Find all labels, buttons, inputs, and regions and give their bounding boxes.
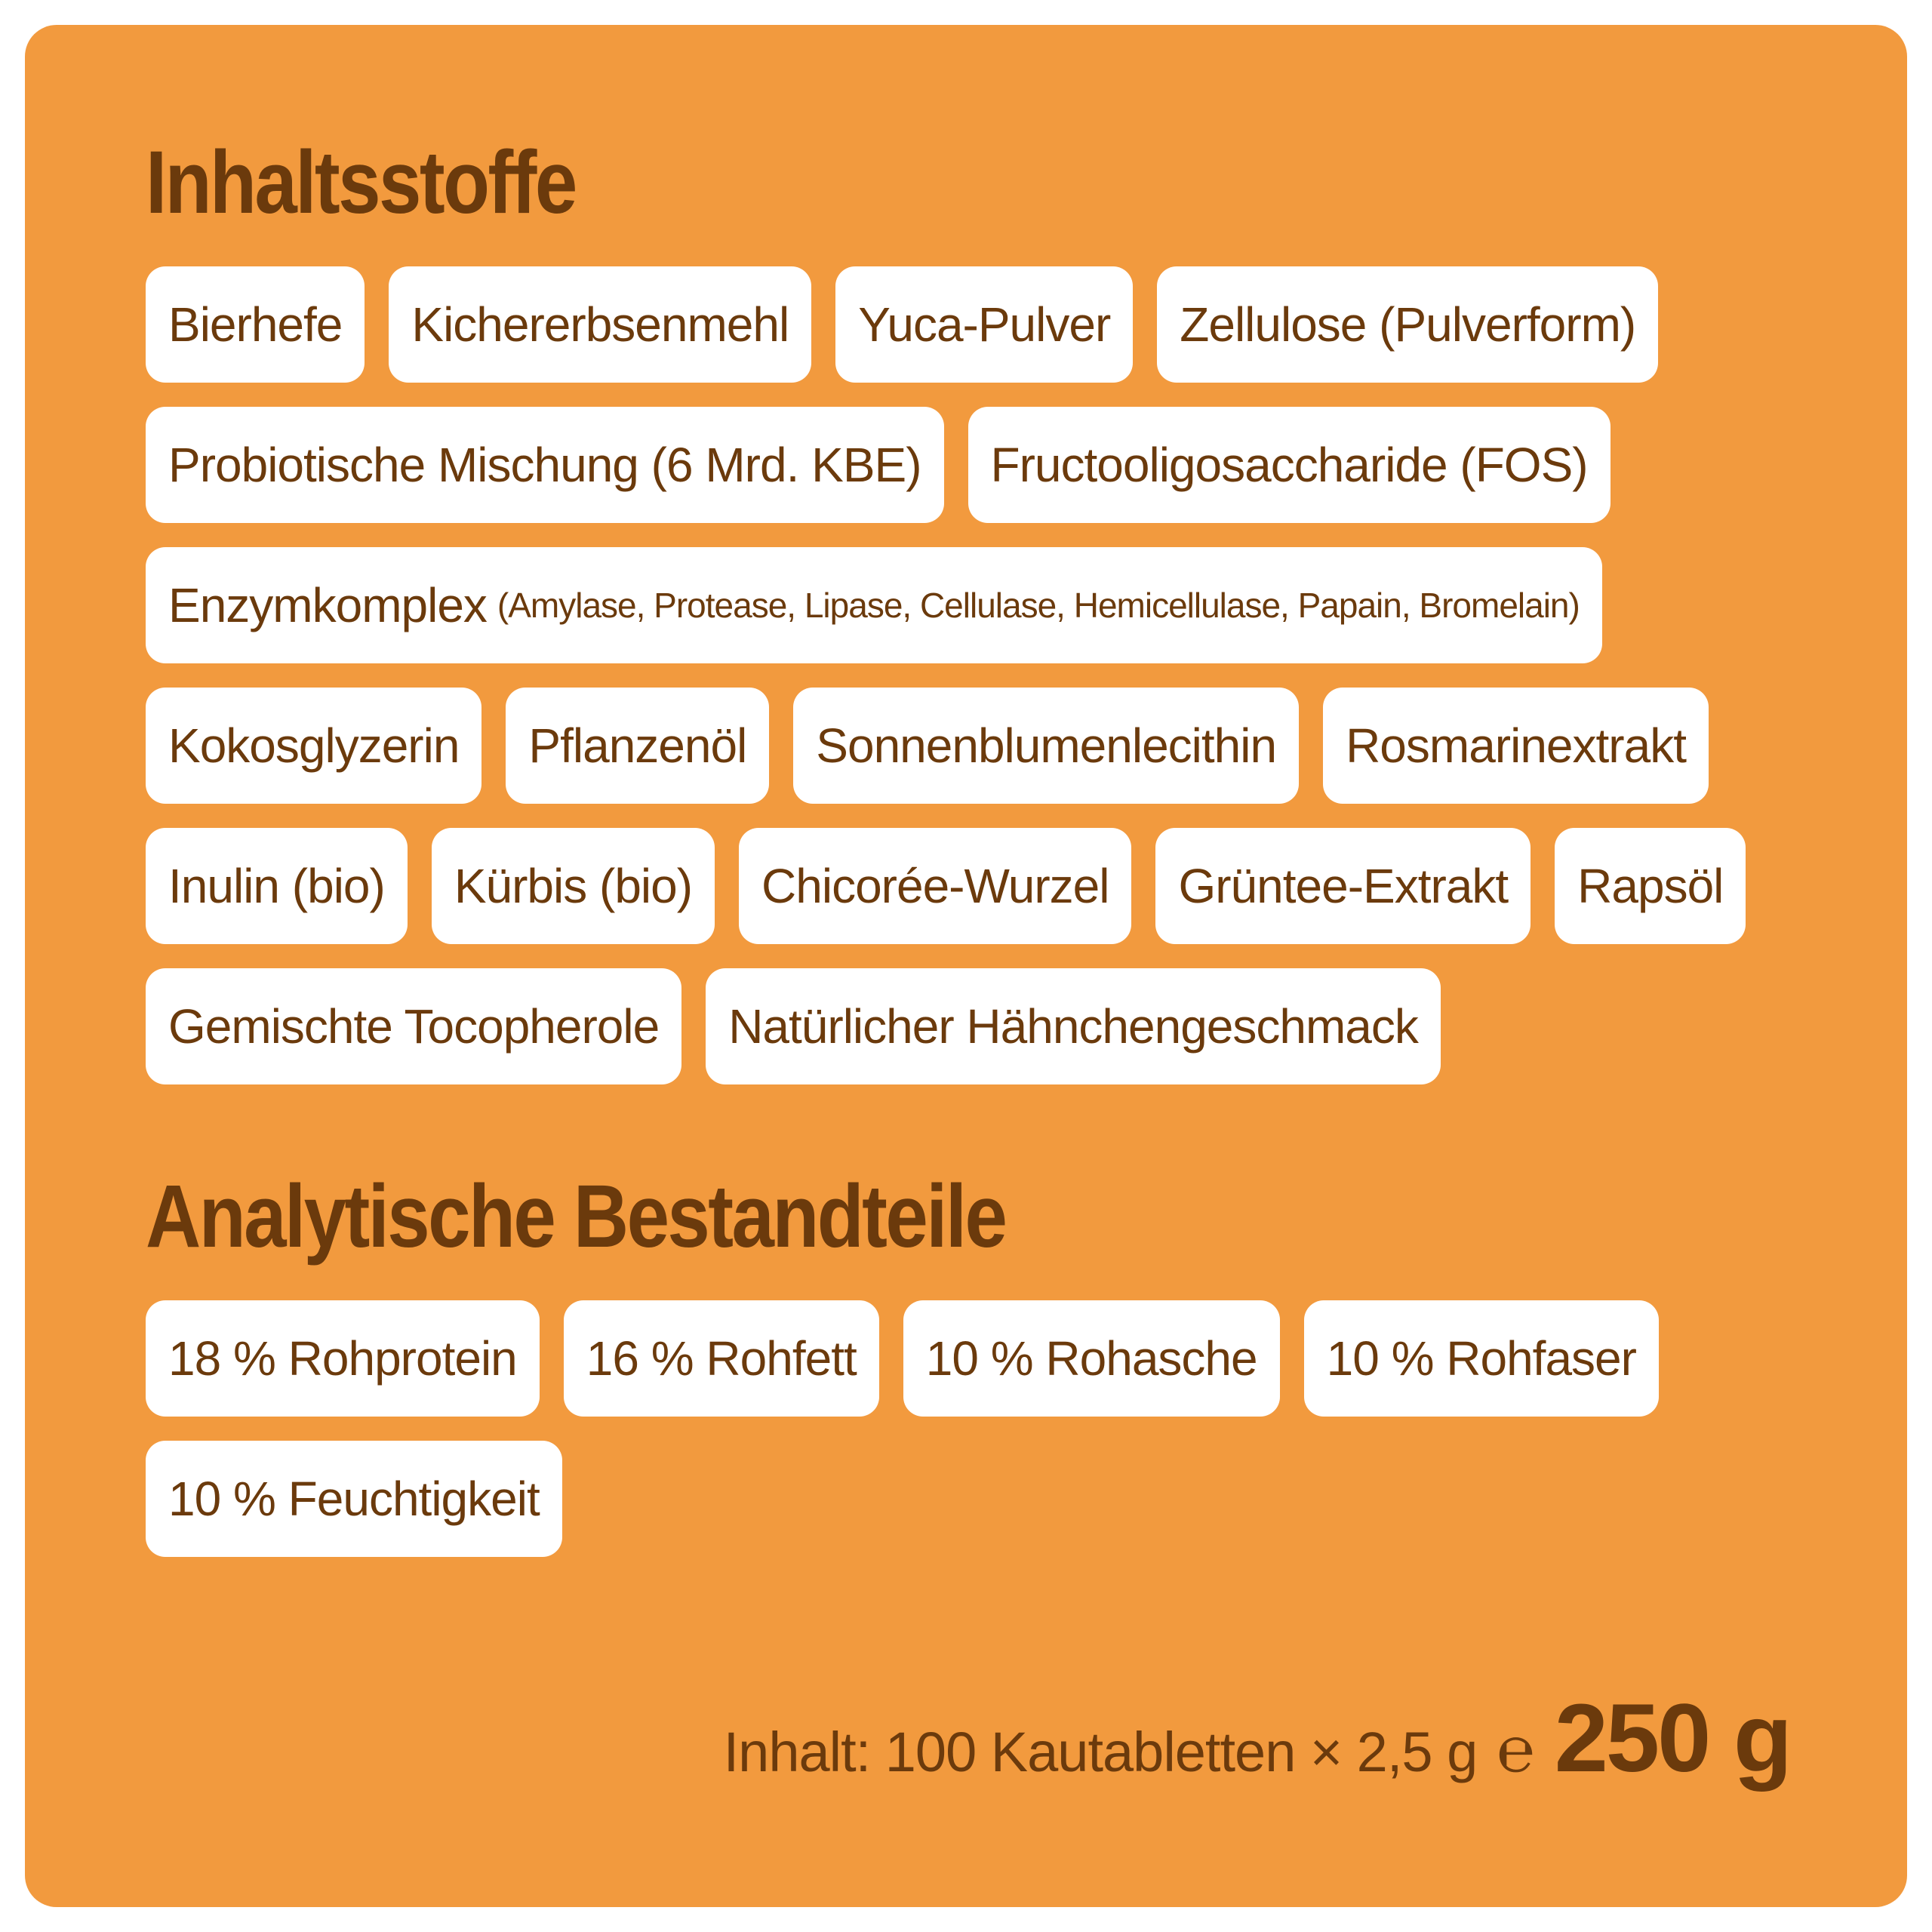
ingredient-label: Natürlicher Hähnchengeschmack: [728, 999, 1419, 1054]
ingredient-label: Gemischte Tocopherole: [168, 999, 660, 1054]
ingredient-chip: Kürbis (bio): [431, 828, 715, 944]
ingredient-chip: Probiotische Mischung (6 Mrd. KBE): [146, 407, 944, 523]
ingredients-card: Inhaltsstoffe Bierhefe Kichererbsenmehl Yu…: [25, 25, 1907, 1907]
ingredient-chip: Fructooligosaccharide (FOS): [968, 407, 1611, 523]
ingredient-chip: Sonnenblumenlecithin: [793, 688, 1300, 804]
analytic-chip: 18 % Rohprotein: [146, 1300, 540, 1417]
analytic-label: 18 % Rohprotein: [168, 1331, 518, 1386]
ingredient-label: Bierhefe: [168, 297, 343, 352]
analytic-list: 18 % Rohprotein 16 % Rohfett 10 % Rohasche…: [146, 1300, 1881, 1557]
ingredient-detail: (Amylase, Protease, Lipase, Cellulase, H…: [497, 586, 1580, 625]
ingredients-heading: Inhaltsstoffe: [146, 133, 577, 232]
analytic-label: 10 % Rohasche: [925, 1331, 1258, 1386]
analytic-label: 16 % Rohfett: [586, 1331, 857, 1386]
ingredient-chip: Gemischte Tocopherole: [146, 968, 682, 1084]
analytic-chip: 10 % Rohfaser: [1303, 1300, 1659, 1417]
analytic-chip: 16 % Rohfett: [563, 1300, 879, 1417]
ingredient-label: Kokosglyzerin: [168, 718, 460, 773]
ingredient-label: Fructooligosaccharide (FOS): [990, 438, 1589, 492]
ingredient-label: Inulin (bio): [168, 859, 386, 913]
ingredient-chip: Rapsöl: [1555, 828, 1746, 944]
analytic-section: Analytische Bestandteile 18 % Rohprotein…: [146, 1172, 1881, 1557]
analytic-label: 10 % Feuchtigkeit: [168, 1472, 540, 1526]
ingredient-chip: Bierhefe: [146, 266, 365, 383]
ingredient-label: Kürbis (bio): [454, 859, 693, 913]
ingredient-chip: Grüntee-Extrakt: [1155, 828, 1531, 944]
ingredient-label: Kichererbsenmehl: [411, 297, 789, 352]
ingredient-label: Sonnenblumenlecithin: [816, 718, 1277, 773]
ingredient-chip: Kokosglyzerin: [146, 688, 482, 804]
ingredient-label: Rosmarinextrakt: [1346, 718, 1687, 773]
package-content-line: Inhalt: 100 Kautabletten × 2,5 g ℮ 250 g: [723, 1683, 1792, 1794]
ingredients-section: Inhaltsstoffe Bierhefe Kichererbsenmehl Yu…: [146, 138, 1881, 1084]
ingredient-chip: Chicorée-Wurzel: [739, 828, 1132, 944]
ingredient-chip: Enzymkomplex (Amylase, Protease, Lipase, …: [146, 547, 1602, 663]
ingredient-label: Pflanzenöl: [528, 718, 747, 773]
ingredient-chip: Inulin (bio): [146, 828, 408, 944]
ingredient-chip: Zellulose (Pulverform): [1157, 266, 1659, 383]
ingredient-chip: Rosmarinextrakt: [1323, 688, 1709, 804]
ingredient-chip: Kichererbsenmehl: [389, 266, 812, 383]
ingredient-chip: Yuca-Pulver: [835, 266, 1134, 383]
ingredient-label: Enzymkomplex: [168, 578, 488, 632]
estimate-sign-icon: ℮: [1497, 1712, 1535, 1786]
analytic-chip: 10 % Feuchtigkeit: [146, 1441, 562, 1557]
analytic-label: 10 % Rohfaser: [1326, 1331, 1637, 1386]
analytic-chip: 10 % Rohasche: [903, 1300, 1280, 1417]
ingredient-chip: Pflanzenöl: [506, 688, 770, 804]
ingredient-label: Rapsöl: [1577, 859, 1724, 913]
content-text: Inhalt: 100 Kautabletten × 2,5 g: [723, 1721, 1478, 1783]
net-weight: 250 g: [1554, 1684, 1792, 1792]
ingredient-label: Grüntee-Extrakt: [1178, 859, 1509, 913]
analytic-heading: Analytische Bestandteile: [146, 1167, 1008, 1266]
ingredient-label: Zellulose (Pulverform): [1180, 297, 1636, 352]
ingredient-chip: Natürlicher Hähnchengeschmack: [706, 968, 1441, 1084]
ingredient-label: Probiotische Mischung (6 Mrd. KBE): [168, 438, 921, 492]
ingredient-label: Chicorée-Wurzel: [761, 859, 1109, 913]
ingredient-list: Bierhefe Kichererbsenmehl Yuca-Pulver Zellu…: [146, 266, 1881, 1084]
ingredient-label: Yuca-Pulver: [858, 297, 1111, 352]
